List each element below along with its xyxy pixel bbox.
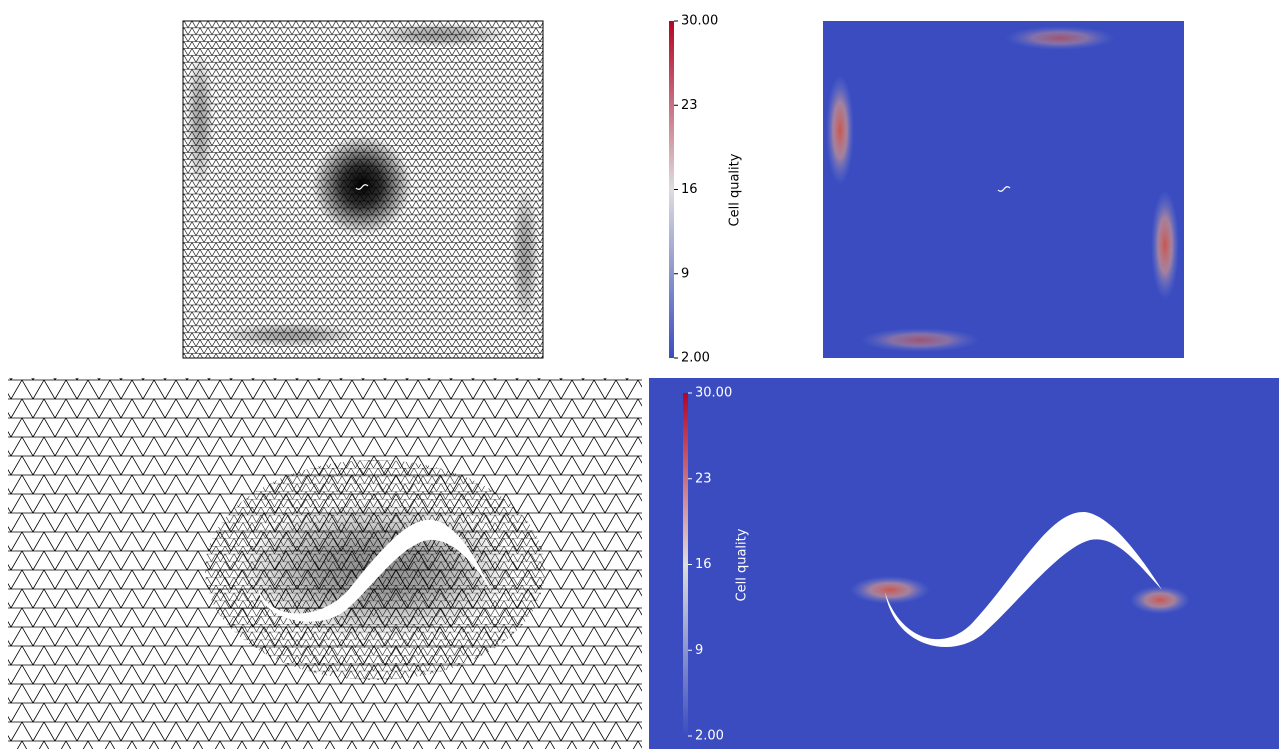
colorbar-tick-label: 23 <box>695 471 712 486</box>
colorbar-tick-label: 30.00 <box>695 386 732 401</box>
colorbar-tick-label: 16 <box>695 557 712 572</box>
mesh-panel <box>183 21 543 358</box>
colorbar-title: Cell quality <box>728 153 743 226</box>
colorbar-title: Cell quality <box>735 528 750 601</box>
colorbar-tick-label: 2.00 <box>681 351 710 366</box>
colorbar <box>683 393 688 736</box>
colorbar-tick-label: 30.00 <box>681 14 718 29</box>
colorbar-tick-label: 9 <box>695 643 703 658</box>
mesh-zoom-panel <box>8 378 642 749</box>
colorbar-tick-label: 9 <box>681 266 689 281</box>
quality-panel <box>823 21 1184 358</box>
colorbar-tick-label: 23 <box>681 98 698 113</box>
colorbar-tick-label: 2.00 <box>695 729 724 744</box>
colorbar-tick-label: 16 <box>681 182 698 197</box>
colorbar <box>669 21 674 358</box>
figure: 2.00 9 16 23 30.00 Cell quality 2.00 9 16 23 30.00… <box>0 0 1279 749</box>
